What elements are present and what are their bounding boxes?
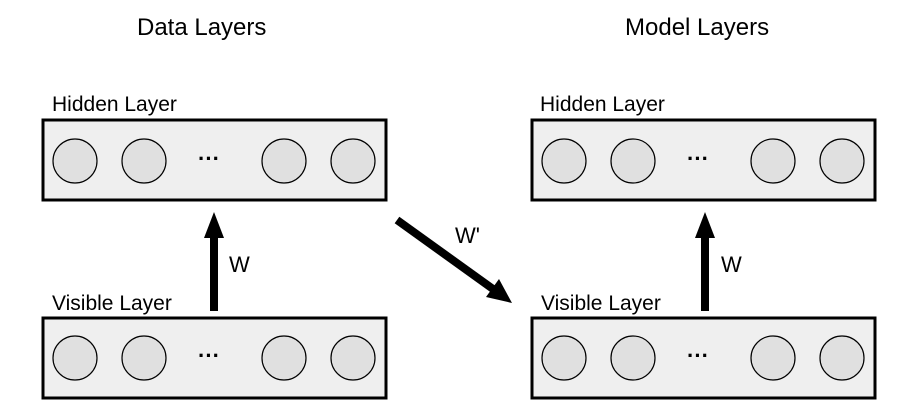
model-visible-layer-label: Visible Layer (541, 292, 661, 315)
model-hidden-layer-label: Hidden Layer (540, 93, 665, 116)
data-visible-layer-box (41, 316, 388, 400)
data-visible-unit (52, 335, 98, 381)
model-layers-title: Model Layers (625, 14, 769, 41)
data-hidden-layer-label: Hidden Layer (52, 93, 177, 116)
transfer-arrow-head (486, 279, 512, 303)
data-visible-ellipsis: ··· (198, 343, 220, 368)
transfer-arrow: W' (394, 216, 512, 303)
model-hidden-layer: Hidden Layer ··· (530, 93, 877, 202)
data-visible-unit (330, 335, 376, 381)
model-hidden-unit (819, 138, 865, 184)
model-hidden-ellipsis: ··· (687, 146, 709, 171)
data-visible-unit (261, 335, 307, 381)
model-visible-layer-box (530, 316, 877, 400)
model-w-label: W (721, 252, 742, 277)
model-hidden-unit (750, 138, 796, 184)
data-hidden-layer: Hidden Layer ··· (41, 93, 388, 202)
data-visible-layer: Visible Layer ··· (41, 292, 388, 400)
data-hidden-unit (261, 138, 307, 184)
data-hidden-unit (52, 138, 98, 184)
data-w-arrow: W (204, 212, 250, 311)
data-hidden-ellipsis: ··· (198, 146, 220, 171)
data-hidden-layer-box (41, 118, 388, 202)
model-w-arrow-head (695, 212, 715, 238)
transfer-w-label: W' (455, 223, 480, 248)
model-hidden-unit (541, 138, 587, 184)
model-visible-layer: Visible Layer ··· (530, 292, 877, 400)
model-visible-unit (541, 335, 587, 381)
model-w-arrow: W (695, 212, 742, 311)
data-visible-unit (121, 335, 167, 381)
model-hidden-layer-box (530, 118, 877, 202)
data-hidden-unit (330, 138, 376, 184)
data-layers-title: Data Layers (137, 14, 266, 41)
model-visible-unit (610, 335, 656, 381)
model-visible-unit (819, 335, 865, 381)
data-w-arrow-head (204, 212, 224, 238)
model-visible-ellipsis: ··· (687, 343, 709, 368)
transfer-arrow-shaft (394, 216, 496, 293)
data-hidden-unit (121, 138, 167, 184)
data-visible-layer-label: Visible Layer (52, 292, 172, 315)
model-visible-unit (750, 335, 796, 381)
data-w-label: W (229, 252, 250, 277)
model-hidden-unit (610, 138, 656, 184)
